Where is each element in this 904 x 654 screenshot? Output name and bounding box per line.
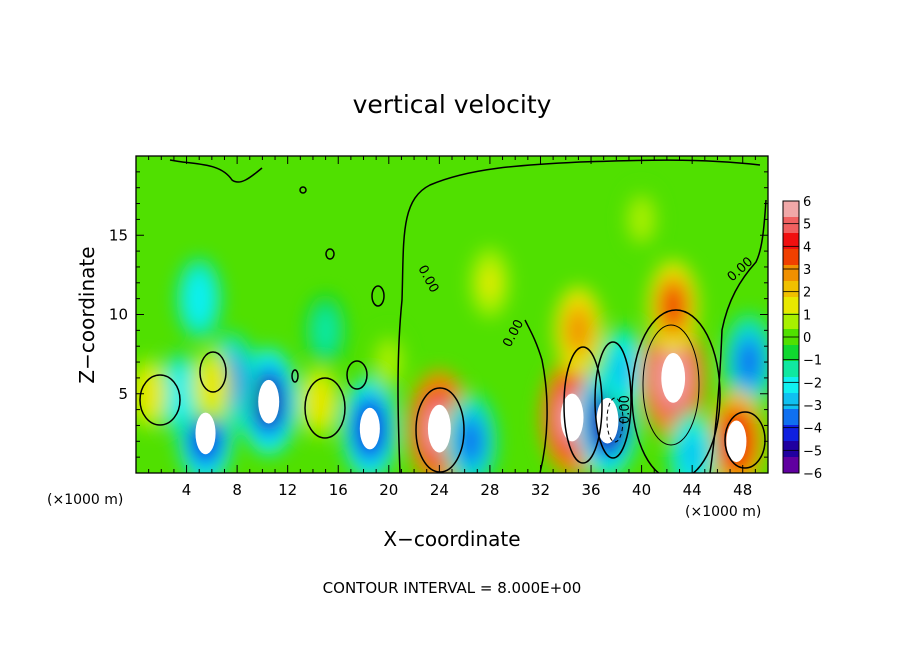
colorbar-label: −5 xyxy=(803,444,822,459)
y-tick-label: 10 xyxy=(109,306,128,324)
x-axis: 4 8 12 16 20 24 28 32 36 40 44 48 xyxy=(148,156,756,499)
colorbar-swatch xyxy=(783,233,799,250)
zero-contour xyxy=(199,351,227,393)
velocity-core xyxy=(359,407,380,450)
x-tick-label: 16 xyxy=(329,481,348,499)
colorbar-label: 1 xyxy=(803,308,811,323)
colorbar-swatch xyxy=(783,217,799,234)
velocity-core xyxy=(427,404,451,453)
velocity-core xyxy=(661,353,686,403)
colorbar-swatch xyxy=(783,345,799,362)
x-unit-left: (×1000 m) xyxy=(47,492,123,508)
velocity-core xyxy=(258,379,280,424)
zero-contours xyxy=(139,159,767,473)
colorbar-label: −6 xyxy=(803,467,822,482)
x-tick-label: 20 xyxy=(379,481,398,499)
colorbar-swatch xyxy=(783,425,799,442)
colorbar-swatch xyxy=(783,201,799,218)
velocity-anomaly xyxy=(568,311,589,350)
zero-contour xyxy=(291,369,299,383)
colorbar: 6 5 4 3 2 1 0 −1 −2 −3 −4 −5 −6 xyxy=(782,195,822,482)
y-axis: 5 10 15 xyxy=(109,171,768,458)
velocity-anomaly xyxy=(612,351,633,389)
x-unit-right: (×1000 m) xyxy=(685,504,761,520)
zero-contour xyxy=(524,319,548,473)
colorbar-label: −3 xyxy=(803,399,822,414)
x-axis-label: X−coordinate xyxy=(383,527,520,551)
contour-label: 0.00 xyxy=(618,395,633,424)
colorbar-swatch xyxy=(783,409,799,426)
colorbar-label: 4 xyxy=(803,240,811,255)
colorbar-label: −2 xyxy=(803,376,822,391)
zero-contour xyxy=(415,387,465,473)
velocity-anomaly xyxy=(316,314,335,347)
x-tick-label: 48 xyxy=(733,481,752,499)
colorbar-swatch xyxy=(783,377,799,394)
x-tick-label: 40 xyxy=(632,481,651,499)
velocity-anomaly xyxy=(662,286,685,327)
colorbar-swatch xyxy=(783,281,799,298)
colorbar-label: 2 xyxy=(803,286,811,301)
colorbar-swatch xyxy=(783,393,799,410)
zero-contour xyxy=(346,360,368,390)
velocity-anomaly xyxy=(189,280,209,317)
zero-contour xyxy=(709,199,767,473)
zero-contour xyxy=(724,411,766,469)
y-tick-label: 15 xyxy=(109,226,128,244)
zero-contour xyxy=(563,346,603,464)
colorbar-label: −1 xyxy=(803,354,822,369)
colorbar-label: 3 xyxy=(803,263,811,278)
velocity-anomaly xyxy=(310,385,328,418)
colorbar-swatch xyxy=(783,441,799,458)
y-axis-label: Z−coordinate xyxy=(75,246,99,383)
zero-contour xyxy=(606,397,624,443)
x-tick-label: 4 xyxy=(182,481,192,499)
x-tick-label: 8 xyxy=(232,481,242,499)
x-tick-label: 12 xyxy=(278,481,297,499)
colorbar-swatch xyxy=(783,313,799,330)
velocity-cores xyxy=(195,353,747,463)
zero-contour xyxy=(169,159,263,183)
zero-contour xyxy=(642,324,700,446)
colorbar-swatch xyxy=(783,457,799,474)
velocity-anomaly xyxy=(481,267,499,298)
velocity-anomaly xyxy=(633,205,650,234)
colorbar-label: 6 xyxy=(803,195,811,210)
colorbar-label: 0 xyxy=(803,331,811,346)
colorbar-swatch xyxy=(783,265,799,282)
colorbar-swatch xyxy=(783,361,799,378)
zero-contour xyxy=(397,159,761,473)
zero-contour xyxy=(631,309,721,473)
colorbar-swatch xyxy=(783,249,799,266)
velocity-core xyxy=(726,420,747,463)
velocity-anomaly xyxy=(202,369,221,403)
contour-interval-note: CONTOUR INTERVAL = 8.000E+00 xyxy=(323,579,582,597)
velocity-core xyxy=(195,412,216,455)
colorbar-swatch xyxy=(783,297,799,314)
velocity-anomaly xyxy=(459,420,483,463)
x-tick-label: 28 xyxy=(480,481,499,499)
x-tick-label: 44 xyxy=(683,481,702,499)
y-tick-label: 5 xyxy=(118,385,128,403)
zero-contour xyxy=(299,186,307,194)
velocity-anomaly xyxy=(737,340,761,384)
colorbar-label: −4 xyxy=(803,422,822,437)
velocity-anomaly xyxy=(380,347,397,377)
colorbar-label: 5 xyxy=(803,218,811,233)
zero-contour xyxy=(594,341,632,459)
plot-area: 0.00 0.00 0.00 0.00 xyxy=(136,156,768,473)
x-tick-label: 32 xyxy=(531,481,550,499)
zero-contour xyxy=(325,248,335,260)
x-tick-label: 36 xyxy=(581,481,600,499)
chart-title: vertical velocity xyxy=(353,90,552,119)
velocity-anomaly xyxy=(681,435,703,473)
zero-contour xyxy=(371,285,385,307)
zero-contour xyxy=(139,374,181,426)
x-tick-label: 24 xyxy=(430,481,449,499)
zero-contour xyxy=(304,377,346,439)
